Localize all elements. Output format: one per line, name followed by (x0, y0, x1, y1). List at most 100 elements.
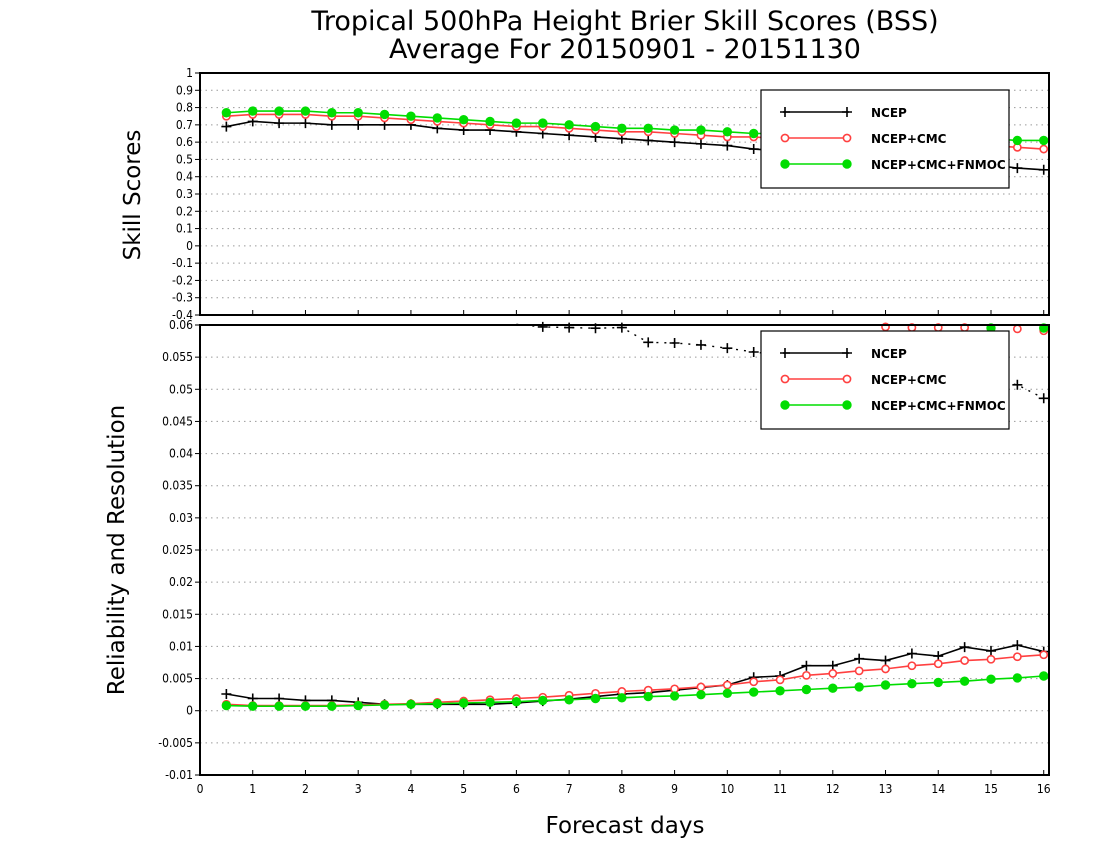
x-tick-label: 2 (302, 782, 309, 796)
legend-marker (842, 400, 852, 410)
resolution-ncep-point (537, 321, 548, 332)
top-y-tick-label: 0.7 (176, 118, 193, 132)
top-y-tick-label: 0 (186, 239, 193, 253)
bottom-data-point (906, 648, 917, 659)
top-y-tick-label: -0.1 (172, 256, 193, 270)
top-y-tick-label: 0.8 (176, 101, 193, 115)
resolution-ncep-point (748, 347, 759, 357)
x-tick-label: 3 (355, 782, 362, 796)
x-tick-label: 16 (1037, 782, 1051, 796)
top-data-point (722, 140, 733, 151)
top-panel-y-axis-label: Skill Scores (120, 130, 146, 261)
bottom-panel-gridlines (200, 356, 1049, 744)
legend-marker (780, 107, 790, 117)
legend-box (760, 89, 1010, 189)
top-data-point (695, 138, 706, 149)
bottom-data-point (775, 675, 785, 685)
resolution-ncep-point (722, 343, 733, 354)
bottom-data-point (617, 693, 627, 703)
top-panel-y-ticks: -0.4 -0.3 -0.2 -0.1 0 0.1 0.2 0.3 0.4 0.5 0.6 0.7 0.… (172, 66, 1045, 322)
top-data-point (1012, 135, 1023, 146)
bottom-data-point (379, 700, 390, 710)
top-data-point (696, 125, 706, 135)
top-data-point (722, 127, 733, 137)
bottom-series-ncep-cmc (221, 650, 1049, 710)
bottom-panel: -0.01 -0.005 0 0.005 0.01 0.015 0.02 0.025 0.03 0… (104, 318, 1051, 839)
x-tick-label: 0 (197, 782, 204, 796)
bottom-data-point (828, 669, 838, 678)
bottom-y-tick-label: 0.055 (162, 350, 193, 364)
top-y-tick-label: 0.4 (176, 170, 193, 184)
bottom-series-ncep-cmc-fnmoc (221, 671, 1049, 711)
bottom-data-point (959, 642, 970, 653)
chart-title-line-2: Average For 20150901 - 20151130 (389, 34, 861, 65)
top-data-point (326, 119, 337, 130)
bottom-data-point (669, 691, 680, 701)
bottom-y-tick-label: 0 (186, 704, 193, 718)
top-y-tick-label: -0.4 (172, 308, 193, 322)
legend-marker (842, 107, 852, 117)
top-data-point (643, 123, 653, 134)
bottom-y-tick-label: -0.005 (158, 736, 193, 750)
bottom-y-tick-label: 0.03 (169, 511, 193, 525)
top-data-point (590, 121, 601, 132)
top-panel-gridlines (200, 89, 1049, 299)
top-data-point (353, 119, 364, 130)
bottom-data-point (353, 700, 363, 711)
x-tick-label: 14 (931, 782, 945, 796)
top-y-tick-label: 0.1 (176, 222, 193, 236)
bottom-y-tick-label: 0.04 (169, 447, 193, 461)
legend-marker (842, 348, 852, 358)
legend-label: NCEP+CMC+FNMOC (871, 158, 1006, 172)
legend-label: NCEP (871, 347, 907, 361)
x-tick-label: 9 (671, 782, 678, 796)
top-data-point (643, 135, 654, 146)
resolution-ncep-point (669, 338, 680, 348)
top-y-tick-label: 0.3 (176, 187, 193, 201)
bottom-series-ncep (221, 640, 1049, 710)
resolution-ncep-point (1012, 379, 1023, 390)
legend-label: NCEP (871, 106, 907, 120)
bottom-data-point (406, 699, 416, 709)
top-data-point (458, 114, 469, 125)
bottom-data-point (274, 701, 284, 711)
top-data-point (564, 120, 574, 130)
resolution-ncep-point (695, 339, 706, 350)
top-data-point (406, 111, 416, 121)
bottom-data-point (933, 677, 943, 688)
bottom-data-point (801, 684, 812, 695)
top-panel-frame (199, 72, 1050, 316)
top-data-point (327, 108, 337, 118)
bottom-y-tick-label: 0.06 (169, 318, 193, 332)
top-data-point (485, 116, 495, 127)
legend-box (760, 330, 1010, 430)
bottom-data-point (458, 698, 469, 708)
bottom-data-point (300, 701, 311, 711)
bottom-data-point (538, 695, 548, 706)
top-data-point (748, 144, 759, 155)
bottom-y-tick-label: 0.05 (169, 382, 193, 396)
top-data-point (511, 118, 522, 128)
legend-marker (842, 374, 852, 384)
bottom-panel-y-axis-label: Reliability and Resolution (104, 405, 130, 695)
legend-marker (842, 133, 852, 143)
bottom-data-point (1039, 671, 1049, 681)
top-y-tick-label: 0.9 (176, 83, 193, 97)
top-y-tick-label: 0.6 (176, 135, 193, 149)
bottom-data-point (1012, 640, 1023, 651)
top-data-point (748, 128, 759, 139)
top-data-point (274, 118, 285, 129)
top-y-tick-label: 0.5 (176, 152, 193, 166)
bottom-data-point (775, 686, 785, 696)
x-tick-label: 4 (407, 782, 414, 796)
bottom-data-point (432, 698, 442, 709)
bottom-y-tick-label: 0.005 (162, 672, 193, 686)
top-data-point (221, 121, 232, 132)
bottom-y-tick-label: 0.025 (162, 543, 193, 557)
top-y-tick-label: 0.2 (176, 204, 193, 218)
top-data-point (300, 118, 311, 129)
legend-marker (780, 159, 790, 169)
bottom-data-point (880, 680, 891, 690)
resolution-ncep-point (643, 337, 654, 348)
